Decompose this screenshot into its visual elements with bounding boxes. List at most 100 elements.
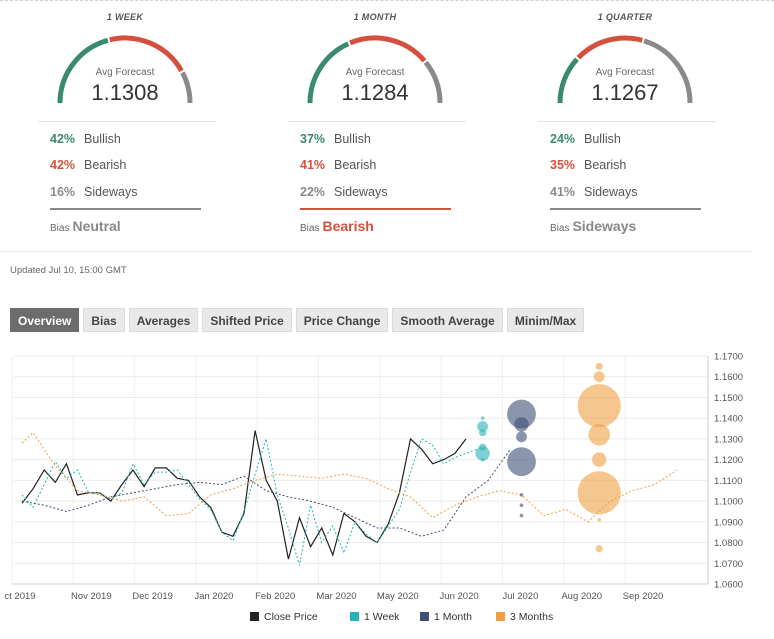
legend-swatch <box>496 612 505 621</box>
bubble-1-month <box>519 503 524 508</box>
divider <box>38 121 216 122</box>
y-tick-label: 1.0800 <box>714 538 743 549</box>
bubble-1-week <box>479 429 487 437</box>
bubble-3-months <box>577 384 621 428</box>
top-dashed-border <box>0 0 774 1</box>
forecast-panel: 1 MONTH Avg Forecast 1.1284 37% Bullish 4… <box>250 0 500 250</box>
tab-overview[interactable]: Overview <box>10 308 80 332</box>
avg-forecast-value: 1.1308 <box>91 80 159 105</box>
x-tick-label: Feb 2020 <box>255 591 295 602</box>
bias: Bias Bearish <box>300 218 374 234</box>
bias: Bias Sideways <box>550 218 636 234</box>
tab-smooth-average[interactable]: Smooth Average <box>392 308 503 332</box>
x-tick-label: Nov 2019 <box>71 591 112 602</box>
bias-underline <box>50 208 201 210</box>
bullish-arc <box>57 37 109 104</box>
legend-label: 3 Months <box>510 611 553 623</box>
bullish-label: Bullish <box>584 132 621 146</box>
tab-price-change[interactable]: Price Change <box>295 308 389 332</box>
updated-timestamp: Updated Jul 10, 15:00 GMT <box>10 265 127 276</box>
sideways-percent: 16% <box>50 185 76 199</box>
bubble-1-week <box>477 421 489 432</box>
bullish-label: Bullish <box>334 132 371 146</box>
x-tick-label: May 2020 <box>377 591 419 602</box>
avg-forecast-value: 1.1267 <box>591 80 659 105</box>
y-tick-label: 1.0900 <box>714 517 743 528</box>
bubble-3-months <box>597 517 601 522</box>
bearish-label: Bearish <box>334 158 377 172</box>
chart-tabs: Overview Bias Averages Shifted Price Price C… <box>10 308 588 332</box>
bullish-percent: 37% <box>300 132 326 146</box>
bearish-label: Bearish <box>584 158 627 172</box>
sideways-label: Sideways <box>334 185 388 199</box>
y-tick-label: 1.1200 <box>714 455 743 466</box>
bearish-percent: 42% <box>50 158 76 172</box>
avg-forecast-label: Avg Forecast <box>345 67 405 78</box>
bubble-1-month <box>507 447 536 477</box>
bubble-3-months <box>593 371 605 383</box>
forecast-gauge <box>307 35 443 104</box>
y-tick-label: 1.1000 <box>714 497 743 508</box>
forecast-chart: 1.1700 1.1600 1.1500 1.1400 1.1300 1.1200 1.11… <box>0 342 774 634</box>
legend-swatch <box>420 612 429 621</box>
bearish-arc <box>349 35 427 63</box>
bullish-arc <box>557 57 579 104</box>
bullish-arc <box>307 41 350 104</box>
bearish-arc <box>109 35 184 73</box>
bullish-stat: 42% Bullish <box>50 132 121 146</box>
sideways-percent: 22% <box>300 185 326 199</box>
y-tick-label: 1.0600 <box>714 580 743 591</box>
y-tick-label: 1.1700 <box>714 352 743 363</box>
bubble-1-week <box>480 416 485 420</box>
bias-underline <box>550 208 701 210</box>
bias: Bias Neutral <box>50 218 121 234</box>
series-line-3-months <box>21 431 678 523</box>
x-tick-label: Jan 2020 <box>194 591 233 602</box>
bubble-1-month <box>507 399 536 429</box>
bubble-1-month <box>519 493 524 497</box>
period-title: 1 WEEK <box>106 12 144 22</box>
legend-label: 1 Month <box>434 611 472 623</box>
bubble-1-week <box>480 457 485 462</box>
bias-value: Neutral <box>72 218 121 234</box>
bearish-stat: 41% Bearish <box>300 158 376 172</box>
period-title: 1 QUARTER <box>597 12 653 22</box>
forecast-panel: 1 QUARTER Avg Forecast 1.1267 24% Bullish… <box>500 0 750 250</box>
bias-underline <box>300 208 451 210</box>
section-divider <box>0 251 752 252</box>
y-tick-label: 1.0700 <box>714 559 743 570</box>
bullish-stat: 24% Bullish <box>550 132 621 146</box>
forecast-gauge <box>557 35 693 104</box>
sideways-stat: 16% Sideways <box>50 185 138 199</box>
series-line-1-week <box>21 438 478 566</box>
avg-forecast-value: 1.1284 <box>341 80 409 105</box>
avg-forecast-label: Avg Forecast <box>95 67 155 78</box>
forecast-gauge <box>57 35 193 104</box>
tab-bias[interactable]: Bias <box>83 308 125 332</box>
tab-minim-max[interactable]: Minim/Max <box>506 308 585 332</box>
divider <box>538 121 716 122</box>
bias-label: Bias <box>550 223 570 234</box>
x-tick-label: Jul 2020 <box>502 591 538 602</box>
legend-swatch <box>350 612 359 621</box>
x-tick-label: Aug 2020 <box>561 591 602 602</box>
bearish-arc <box>576 35 643 60</box>
bias-value: Bearish <box>322 218 374 234</box>
tab-shifted-price[interactable]: Shifted Price <box>202 308 292 332</box>
legend-swatch <box>250 612 259 621</box>
bubble-1-month <box>519 513 524 518</box>
x-tick-label: ct 2019 <box>4 591 35 602</box>
bubble-1-month <box>516 431 527 443</box>
y-tick-label: 1.1300 <box>714 434 743 445</box>
x-tick-label: Sep 2020 <box>623 591 664 602</box>
bubble-1-month <box>514 417 529 432</box>
bearish-label: Bearish <box>84 158 127 172</box>
bearish-stat: 35% Bearish <box>550 158 626 172</box>
forecast-panel: 1 WEEK Avg Forecast 1.1308 42% Bullish 42… <box>0 0 250 250</box>
period-title: 1 MONTH <box>353 12 397 22</box>
tab-averages[interactable]: Averages <box>128 308 199 332</box>
bias-value: Sideways <box>572 218 637 234</box>
series-line-1-month <box>21 449 511 537</box>
series-line-close-price <box>21 430 467 560</box>
avg-forecast-label: Avg Forecast <box>595 67 655 78</box>
